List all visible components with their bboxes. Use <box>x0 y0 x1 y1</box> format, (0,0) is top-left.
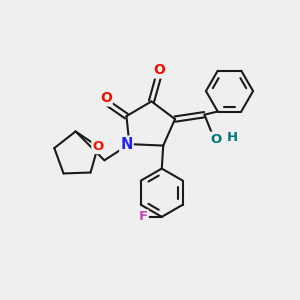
Text: N: N <box>120 136 133 152</box>
Text: O: O <box>210 133 221 146</box>
Text: F: F <box>139 210 148 223</box>
Text: O: O <box>92 140 104 153</box>
Text: O: O <box>154 64 165 77</box>
Text: O: O <box>100 92 112 106</box>
Text: H: H <box>226 131 238 144</box>
